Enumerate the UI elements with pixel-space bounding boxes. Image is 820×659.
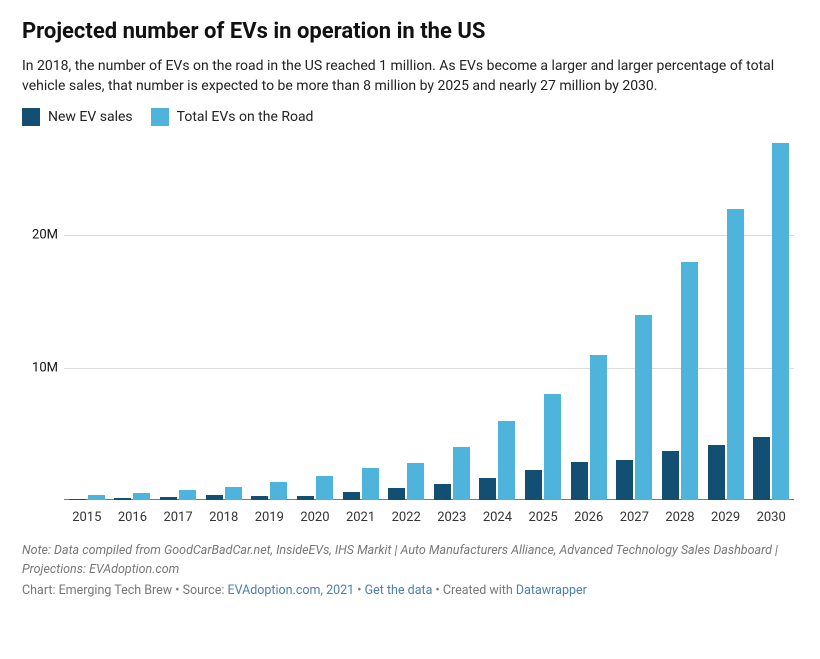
bar-total-evs: [498, 421, 515, 500]
legend: New EV sales Total EVs on the Road: [22, 108, 798, 126]
bar-new-ev-sales: [662, 451, 679, 500]
bar-total-evs: [681, 262, 698, 500]
bar-total-evs: [590, 355, 607, 501]
bar-new-ev-sales: [753, 437, 770, 501]
x-axis-labels: 2015 2016 2017 2018 2019 2020 2021 2022 2023 2024…: [64, 506, 794, 526]
chart-title: Projected number of EVs in operation in …: [22, 18, 798, 46]
bar-new-ev-sales: [616, 460, 633, 500]
bar-new-ev-sales: [434, 484, 451, 500]
x-axis-label: 2027: [620, 510, 649, 525]
legend-swatch: [151, 108, 169, 126]
bar-total-evs: [635, 315, 652, 500]
chart-subtitle: In 2018, the number of EVs on the road i…: [22, 56, 792, 97]
x-axis-label: 2016: [118, 510, 147, 525]
x-axis-label: 2023: [437, 510, 466, 525]
bar-total-evs: [179, 490, 196, 500]
x-axis-label: 2024: [483, 510, 512, 525]
x-axis-label: 2017: [163, 510, 192, 525]
y-axis-label: 10M: [32, 360, 64, 375]
bar-total-evs: [270, 482, 287, 501]
bar-new-ev-sales: [297, 496, 314, 500]
legend-item-total-evs: Total EVs on the Road: [151, 108, 314, 126]
bar-total-evs: [772, 143, 789, 500]
chart-footer: Note: Data compiled from GoodCarBadCar.n…: [22, 542, 798, 600]
gridline: [64, 235, 794, 236]
bar-new-ev-sales: [343, 492, 360, 500]
legend-label: New EV sales: [48, 109, 133, 125]
bar-total-evs: [407, 463, 424, 500]
bar-new-ev-sales: [708, 445, 725, 501]
legend-item-new-ev-sales: New EV sales: [22, 108, 133, 126]
bar-new-ev-sales: [69, 499, 86, 501]
x-axis-label: 2025: [528, 510, 557, 525]
bar-total-evs: [727, 209, 744, 500]
x-axis-label: 2030: [757, 510, 786, 525]
bar-total-evs: [133, 493, 150, 500]
y-axis-label: 20M: [32, 228, 64, 243]
chart-note: Note: Data compiled from GoodCarBadCar.n…: [22, 542, 798, 580]
x-axis-label: 2029: [711, 510, 740, 525]
x-axis-label: 2028: [665, 510, 694, 525]
credit-chart-by: Chart: Emerging Tech Brew: [22, 583, 172, 598]
bar-new-ev-sales: [479, 478, 496, 501]
credit-source-label: Source:: [183, 583, 225, 598]
bar-total-evs: [362, 468, 379, 500]
x-axis-label: 2019: [255, 510, 284, 525]
credit-created-with: Created with: [443, 583, 513, 598]
legend-label: Total EVs on the Road: [177, 109, 314, 125]
x-axis-label: 2021: [346, 510, 375, 525]
chart-plot-area: 10M20M 201520162017201820192020202120222…: [22, 136, 798, 526]
bar-new-ev-sales: [160, 497, 177, 500]
x-axis-label: 2015: [72, 510, 101, 525]
bar-total-evs: [316, 476, 333, 500]
x-axis-label: 2020: [300, 510, 329, 525]
bar-new-ev-sales: [251, 496, 268, 500]
x-axis-label: 2018: [209, 510, 238, 525]
source-link[interactable]: EVAdoption.com, 2021: [227, 583, 354, 598]
x-axis-label: 2026: [574, 510, 603, 525]
bar-new-ev-sales: [388, 488, 405, 500]
bar-total-evs: [225, 487, 242, 500]
bar-new-ev-sales: [525, 470, 542, 500]
legend-swatch: [22, 108, 40, 126]
bar-total-evs: [544, 394, 561, 500]
chart-container: { "title": "Projected number of EVs in o…: [0, 0, 820, 659]
get-data-link[interactable]: Get the data: [365, 583, 433, 598]
datawrapper-link[interactable]: Datawrapper: [516, 583, 587, 598]
bar-total-evs: [88, 495, 105, 500]
chart-credit: Chart: Emerging Tech Brew • Source: EVAd…: [22, 582, 798, 601]
bar-new-ev-sales: [114, 498, 131, 500]
x-axis-label: 2022: [392, 510, 421, 525]
bar-total-evs: [453, 447, 470, 500]
bar-new-ev-sales: [571, 462, 588, 500]
bar-new-ev-sales: [206, 495, 223, 500]
plot: 10M20M: [64, 136, 794, 500]
